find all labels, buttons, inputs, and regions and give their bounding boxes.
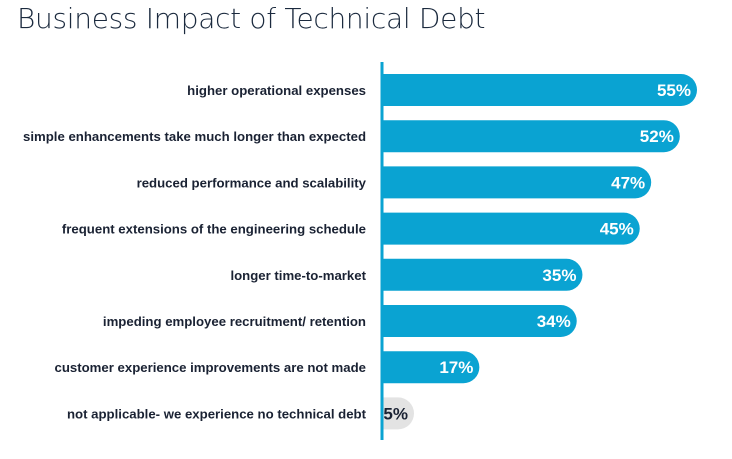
bar [383,351,480,384]
category-label: customer experience improvements are not… [55,360,367,375]
category-label: reduced performance and scalability [137,175,367,190]
category-label: higher operational expenses [187,83,366,98]
bars-layer: 55% 52% 47% 45% 35% 34% 17% 5% [383,74,697,430]
bar-value-label: 5% [383,404,408,423]
category-label: frequent extensions of the engineering s… [62,222,366,237]
bar [383,258,583,291]
bar-value-label: 52% [640,127,674,146]
category-label: longer time-to-market [230,268,366,283]
bar-value-label: 35% [542,266,576,285]
bar [383,305,577,337]
bar-value-label: 45% [600,220,634,239]
category-label: impeding employee recruitment/ retention [103,314,366,329]
category-label: not applicable- we experience no technic… [67,406,367,421]
chart-title: Business Impact of Technical Debt [17,2,486,35]
bar [383,212,640,245]
bar-value-label: 34% [537,312,571,331]
category-labels: higher operational expenses simple enhanc… [23,83,367,421]
category-label: simple enhancements take much longer tha… [23,129,366,144]
bar [383,74,697,106]
bar [383,397,414,430]
bar-value-label: 55% [657,81,691,100]
bar-value-label: 17% [439,358,473,377]
bar [383,166,652,199]
bar [383,120,680,153]
bar-value-label: 47% [611,173,645,192]
